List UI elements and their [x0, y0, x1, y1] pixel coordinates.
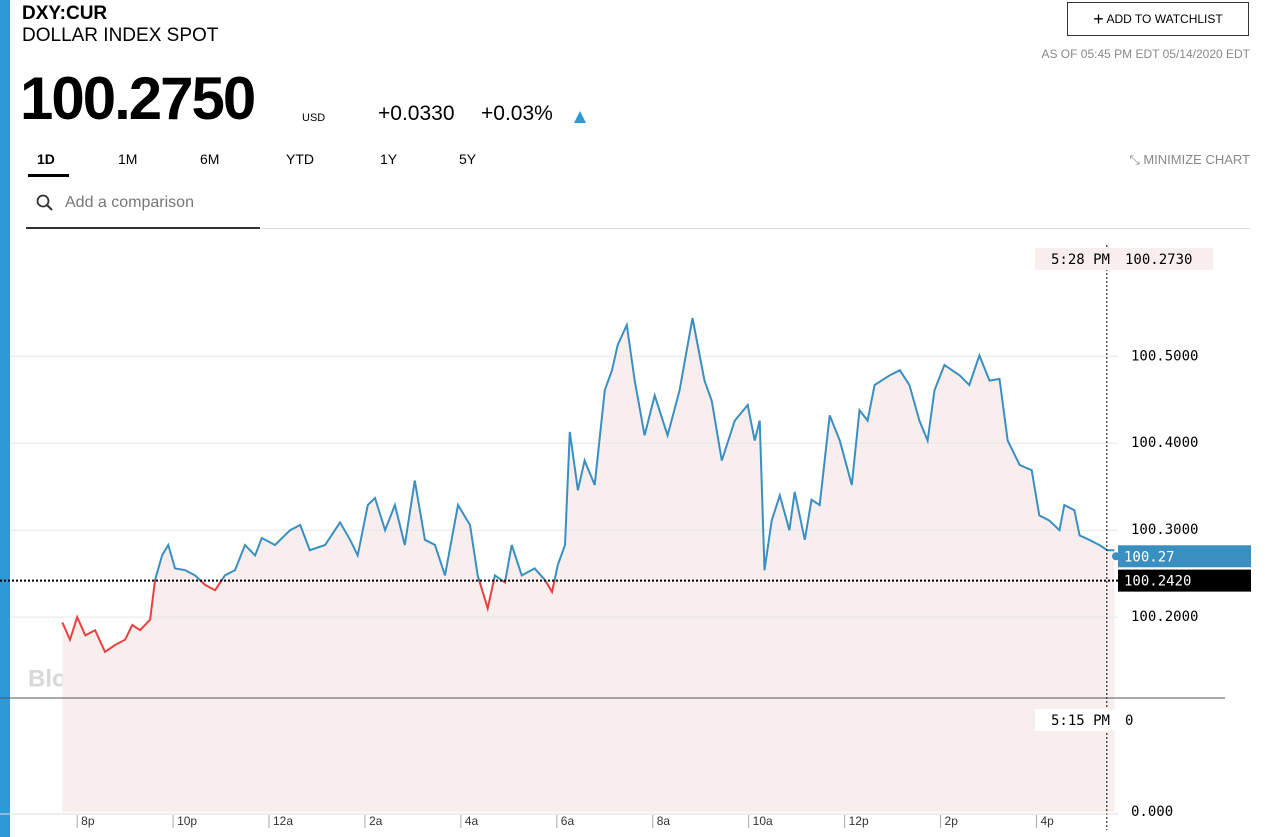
range-tab[interactable]: 6M — [200, 151, 220, 167]
area-fill — [62, 318, 1115, 812]
range-tab[interactable]: 1M — [118, 151, 138, 167]
x-tick-label: 10p — [177, 814, 197, 828]
last-price-label: 100.27 — [1124, 549, 1175, 565]
ticker: DXY:CUR — [22, 3, 108, 24]
x-tick-label: 4a — [465, 814, 479, 828]
security-name: DOLLAR INDEX SPOT — [22, 25, 219, 46]
watchlist-button[interactable]: + ADD TO WATCHLIST — [1067, 2, 1249, 36]
range-tab[interactable]: 1D — [37, 151, 55, 167]
search-icon — [36, 194, 53, 211]
y-tick-label: 100.3000 — [1131, 522, 1198, 538]
active-tab-underline — [28, 174, 69, 177]
watchlist-label: ADD TO WATCHLIST — [1106, 12, 1223, 26]
volume-crosshair-time: 5:15 PM — [1051, 713, 1110, 729]
range-tab[interactable]: 5Y — [459, 151, 477, 167]
minimize-label: MINIMIZE CHART — [1143, 152, 1250, 167]
divider — [260, 228, 1250, 229]
currency: USD — [302, 112, 326, 124]
price: 100.2750 — [20, 65, 256, 132]
y-tick-label: 100.5000 — [1131, 348, 1198, 364]
change-percent: +0.03% — [481, 102, 553, 125]
x-tick-label: 8a — [657, 814, 671, 828]
previous-close-box — [1118, 569, 1251, 592]
comparison-input[interactable]: Add a comparison — [65, 194, 194, 211]
as-of: AS OF 05:45 PM EDT 05/14/2020 EDT — [1041, 47, 1250, 61]
last-price-dot — [1112, 552, 1120, 561]
price-line — [61, 317, 1115, 654]
range-tab[interactable]: 1Y — [380, 151, 398, 167]
x-tick-label: 4p — [1040, 814, 1054, 828]
y-tick-label: 100.4000 — [1131, 435, 1198, 451]
x-tick-label: 10a — [753, 814, 773, 828]
previous-close-label: 100.2420 — [1124, 574, 1191, 590]
volume-crosshair-value: 0 — [1125, 713, 1133, 729]
last-price-box — [1118, 545, 1251, 568]
minimize-chart[interactable]: ⤡ MINIMIZE CHART — [1129, 152, 1250, 167]
side-stripe — [0, 0, 10, 837]
range-tab[interactable]: YTD — [286, 151, 314, 167]
crosshair-value: 100.2730 — [1125, 252, 1192, 268]
change: +0.0330 — [378, 102, 455, 125]
x-tick-label: 6a — [561, 814, 575, 828]
up-arrow — [574, 111, 586, 123]
input-underline — [26, 227, 260, 229]
x-tick-label: 12a — [273, 814, 293, 828]
y-tick-label: 100.2000 — [1131, 609, 1198, 625]
x-tick-label: 8p — [81, 814, 95, 828]
x-tick-label: 2a — [369, 814, 383, 828]
x-tick-label: 2p — [945, 814, 959, 828]
volume-tick-label: 0.000 — [1131, 804, 1173, 820]
crosshair-box — [1035, 248, 1213, 270]
x-tick-label: 12p — [849, 814, 869, 828]
crosshair-time: 5:28 PM — [1051, 252, 1110, 268]
volume-crosshair-box — [1035, 709, 1140, 731]
